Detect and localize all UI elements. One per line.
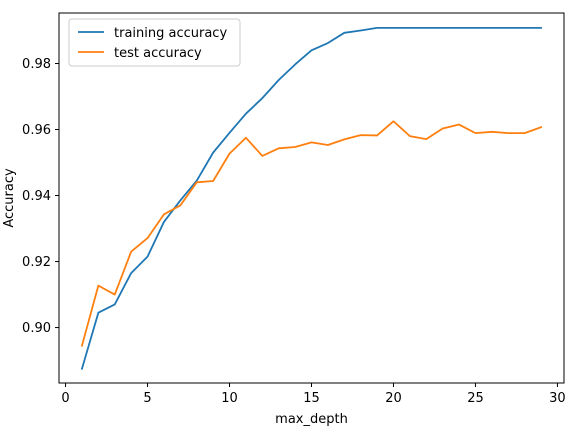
legend: training accuracy test accuracy	[68, 18, 241, 67]
x-tick-label: 10	[221, 391, 238, 406]
x-axis-ticks: 0 5 10 15 20 25 30	[61, 383, 566, 406]
x-tick-label: 5	[143, 391, 151, 406]
plot-area	[59, 13, 564, 383]
y-tick-label: 0.98	[22, 57, 51, 72]
x-tick-label: 25	[467, 391, 484, 406]
y-tick-label: 0.94	[22, 189, 51, 204]
series-layer	[80, 26, 543, 370]
y-tick-label: 0.96	[22, 123, 51, 138]
x-tick-label: 15	[303, 391, 320, 406]
test-accuracy-line	[80, 120, 543, 347]
legend-label-training: training accuracy	[114, 26, 227, 41]
x-axis-label: max_depth	[275, 412, 348, 427]
y-axis-label: Accuracy	[2, 168, 17, 228]
training-accuracy-line	[80, 26, 542, 370]
x-tick-label: 0	[61, 391, 69, 406]
x-tick-label: 30	[549, 391, 566, 406]
x-tick-label: 20	[385, 391, 402, 406]
y-tick-label: 0.90	[22, 321, 51, 336]
legend-label-test: test accuracy	[114, 46, 202, 61]
legend-box	[68, 18, 241, 67]
y-tick-label: 0.92	[22, 255, 51, 270]
y-axis-ticks: 0.90 0.92 0.94 0.96 0.98	[22, 57, 59, 336]
